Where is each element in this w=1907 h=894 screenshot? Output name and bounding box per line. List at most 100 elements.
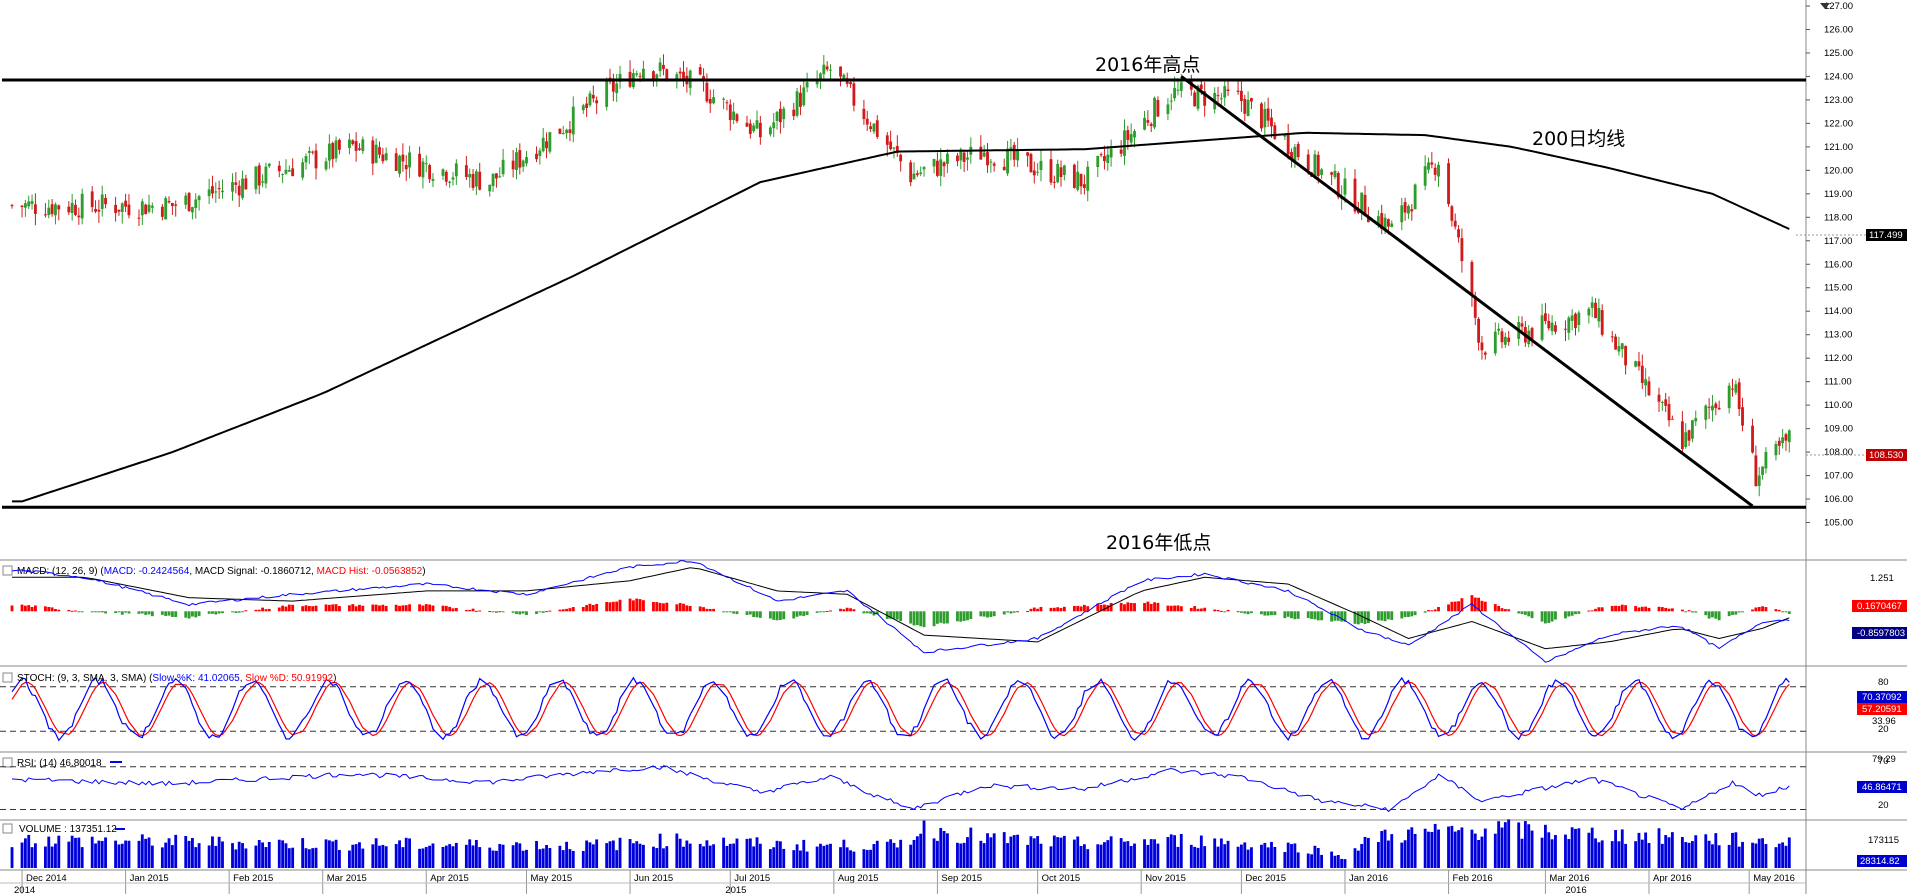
stoch-title: STOCH: (9, 3, SMA, 3, SMA) (Slow %K: 41.… [17,673,336,684]
macd-hist-bar [371,604,375,612]
candle-body [909,162,913,183]
candle-body [431,178,435,181]
candle-body [1012,144,1016,160]
macd-hist-bar [1266,611,1270,616]
candle-body [1266,108,1270,121]
volume-bar [628,839,632,868]
rsi-y-tick-top: 79.29 [1872,754,1896,765]
macd-hist-bar [1129,602,1133,612]
volume-bar [682,846,685,868]
volume-bar [491,850,495,868]
candle-body [1119,149,1123,154]
volume-bar [1179,833,1183,868]
volume-bar [221,841,224,868]
candle-body [124,200,128,207]
macd-hist-bar [444,605,448,612]
stoch-k-value-box [1857,691,1907,703]
macd-hist-bar [10,605,14,612]
macd-hist-bar [909,611,913,624]
macd-hist-bar [585,605,589,612]
macd-hist-bar [311,606,315,612]
rsi-pane-toggle-icon[interactable] [2,757,13,768]
candle-body [919,172,923,174]
ma-value-box [1866,229,1907,241]
macd-hist-bar [655,602,659,612]
macd-hist-bar [47,606,51,612]
volume-bar [795,844,799,868]
candle-body [164,198,168,220]
macd-hist-bar [782,611,786,620]
macd-hist-bar [1437,606,1440,612]
candle-body [221,190,224,193]
macd-hist-bar [454,608,458,612]
candle-body [842,74,846,79]
macd-hist-bar [875,611,879,615]
candle-body [1600,310,1604,335]
volume-bar [1597,842,1601,868]
stoch-d-value: 57.20591 [1862,704,1902,715]
candle-body [348,139,351,149]
volume-bar [708,845,712,868]
volume-bar [899,839,903,868]
volume-bar [1079,845,1083,868]
volume-bar [842,839,846,868]
volume-bar [849,850,852,868]
macd-hist-bar [170,611,174,617]
macd-hist-bar [1353,611,1357,624]
volume-bar [1477,840,1481,868]
rsi-y-tick-20: 20 [1878,800,1889,811]
volume-bar [47,836,51,868]
month-label: Jan 2016 [1349,873,1388,884]
candle-body [658,62,662,72]
macd-hist-bar [635,598,639,612]
volume-bar [1290,844,1293,868]
volume-pane-toggle-icon[interactable] [2,823,13,834]
macd-hist-bar [571,607,575,612]
macd-hist-bar [231,611,234,613]
macd-hist-bar [1717,611,1721,621]
volume-bar [1564,834,1567,868]
volume-bar [1076,836,1080,868]
month-label: May 2015 [530,873,572,884]
volume-bar [471,845,475,868]
macd-hist-bar [491,611,495,613]
macd-hist-bar [1286,611,1290,617]
macd-hist-bar [1400,611,1404,619]
candle-body [1250,98,1253,102]
candle-body [1109,148,1113,158]
candle-body [478,171,482,190]
volume-bar [959,843,963,868]
candle-body [872,123,876,132]
candle-body [638,75,642,77]
price-tick-label: 105.00 [1824,518,1853,529]
volume-bar [1680,837,1684,868]
candle-body [665,69,669,81]
volume-bar [1366,837,1370,868]
volume-bar [1457,830,1460,868]
macd-hist-bar [1002,611,1006,615]
scroll-arrow-icon[interactable] [1820,3,1830,9]
volume-bar [946,833,949,868]
macd-hist-bar [1383,611,1387,622]
price-tick-label: 113.00 [1824,330,1852,341]
volume-bar [1774,847,1778,868]
macd-hist-bar [354,606,358,612]
volume-bar [361,848,365,868]
macd-hist-bar [1781,611,1785,613]
candle-body [1330,172,1334,175]
macd-hist-bar [1777,609,1781,612]
volume-bar [1286,842,1290,868]
volume-bar [1239,844,1243,868]
candle-body [428,165,432,180]
rsi-line [11,765,1790,813]
candle-body [67,206,71,213]
macd-hist-bar [1787,611,1791,614]
month-label: Dec 2015 [1245,873,1286,884]
stoch-pane-toggle-icon[interactable] [2,672,13,683]
candle-body [337,139,341,150]
volume-bar [728,843,732,868]
candle-body [1777,440,1781,446]
volume-bar [1741,841,1744,868]
macd-hist-bar [849,608,852,612]
volume-bar [174,834,178,868]
